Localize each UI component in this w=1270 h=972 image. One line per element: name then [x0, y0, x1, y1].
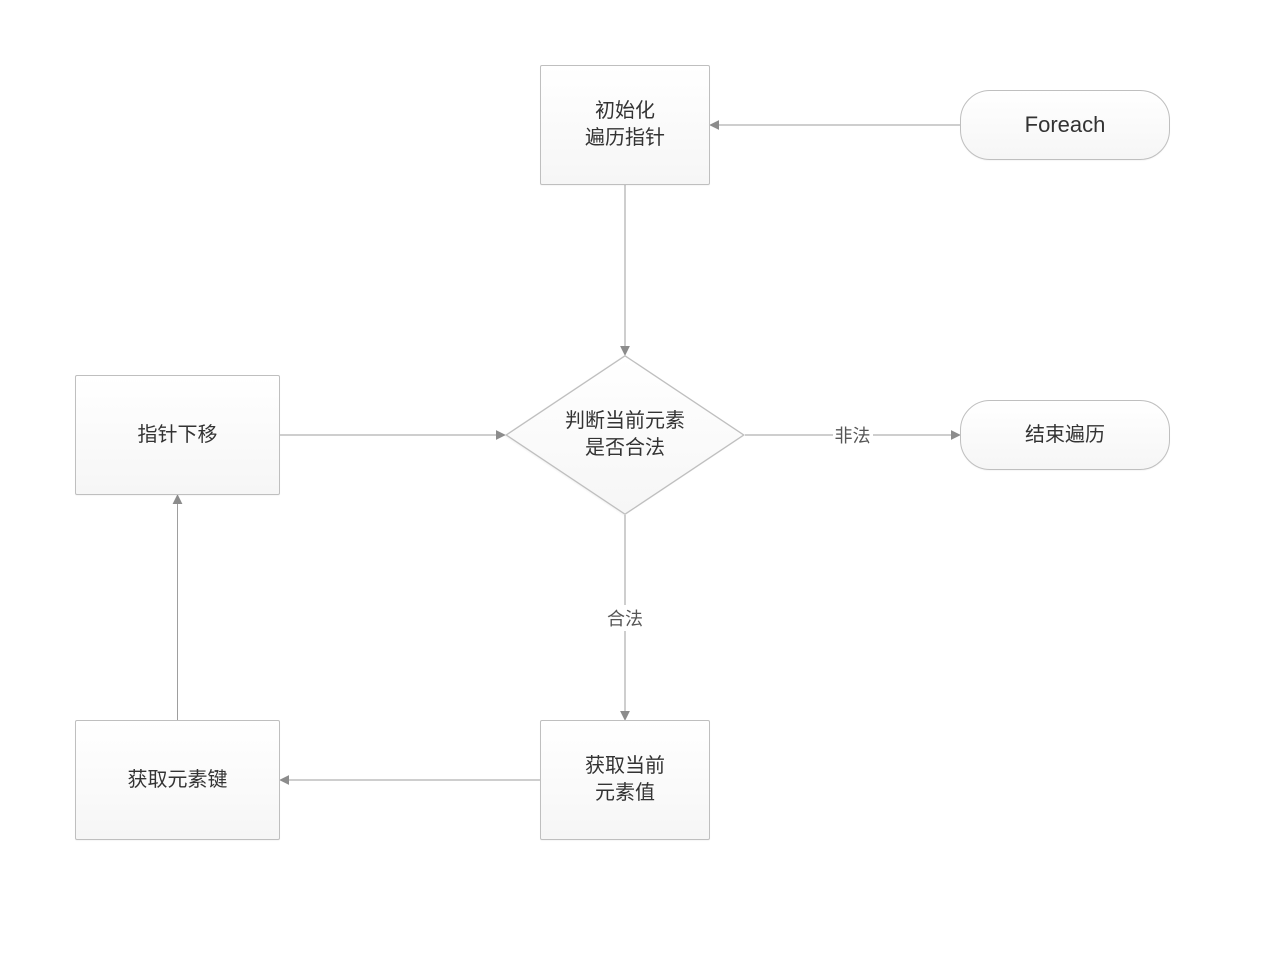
flowchart-node-label: 判断当前元素 是否合法 [505, 355, 745, 515]
flowchart-canvas: Foreach 初始化 遍历指针 判断当前元素 是否合法 指针下移 结束遍历 获… [0, 0, 1270, 972]
flowchart-node-check-valid: 判断当前元素 是否合法 [505, 355, 745, 515]
flowchart-node-label: 指针下移 [130, 418, 226, 453]
flowchart-edge-label: 非法 [833, 422, 873, 448]
flowchart-node-init-pointer: 初始化 遍历指针 [540, 65, 710, 185]
flowchart-node-get-key: 获取元素键 [75, 720, 280, 840]
flowchart-node-foreach: Foreach [960, 90, 1170, 160]
flowchart-node-move-pointer: 指针下移 [75, 375, 280, 495]
flowchart-node-label: 结束遍历 [1017, 418, 1113, 453]
flowchart-node-label: Foreach [1017, 106, 1114, 144]
flowchart-node-end-traverse: 结束遍历 [960, 400, 1170, 470]
flowchart-edge-label: 合法 [605, 605, 645, 631]
flowchart-node-label: 获取元素键 [120, 763, 236, 798]
flowchart-node-get-value: 获取当前 元素值 [540, 720, 710, 840]
flowchart-node-label: 获取当前 元素值 [577, 749, 673, 811]
flowchart-node-label: 初始化 遍历指针 [577, 94, 673, 156]
